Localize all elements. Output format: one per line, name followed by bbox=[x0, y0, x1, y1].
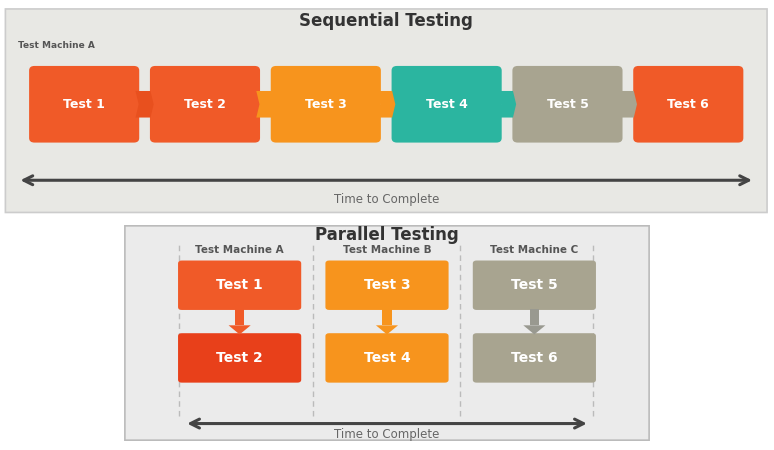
Text: Test 3: Test 3 bbox=[305, 98, 347, 111]
Text: Test 1: Test 1 bbox=[63, 98, 105, 111]
Text: Test Machine B: Test Machine B bbox=[343, 245, 431, 255]
Text: Test 5: Test 5 bbox=[546, 98, 588, 111]
FancyBboxPatch shape bbox=[178, 261, 301, 310]
Text: Time to Complete: Time to Complete bbox=[334, 428, 440, 441]
FancyBboxPatch shape bbox=[271, 66, 381, 143]
Text: Sequential Testing: Sequential Testing bbox=[300, 12, 473, 30]
Text: Parallel Testing: Parallel Testing bbox=[315, 226, 459, 244]
FancyBboxPatch shape bbox=[125, 226, 649, 440]
Text: Test 2: Test 2 bbox=[184, 98, 226, 111]
FancyBboxPatch shape bbox=[473, 261, 596, 310]
FancyBboxPatch shape bbox=[529, 309, 539, 325]
FancyBboxPatch shape bbox=[29, 66, 139, 143]
Polygon shape bbox=[135, 91, 154, 117]
Text: Test 4: Test 4 bbox=[364, 351, 410, 365]
Text: Test Machine A: Test Machine A bbox=[195, 245, 284, 255]
Text: Test 6: Test 6 bbox=[667, 98, 709, 111]
FancyBboxPatch shape bbox=[178, 333, 301, 382]
FancyBboxPatch shape bbox=[382, 309, 392, 325]
Polygon shape bbox=[618, 91, 637, 117]
FancyBboxPatch shape bbox=[392, 66, 502, 143]
Text: Test 2: Test 2 bbox=[216, 351, 263, 365]
Polygon shape bbox=[523, 325, 546, 334]
Polygon shape bbox=[228, 325, 251, 334]
FancyBboxPatch shape bbox=[325, 261, 449, 310]
FancyBboxPatch shape bbox=[473, 333, 596, 382]
FancyBboxPatch shape bbox=[325, 333, 449, 382]
FancyBboxPatch shape bbox=[512, 66, 622, 143]
Polygon shape bbox=[376, 325, 398, 334]
Text: Test 1: Test 1 bbox=[216, 278, 263, 292]
Text: Test 3: Test 3 bbox=[364, 278, 410, 292]
FancyBboxPatch shape bbox=[5, 9, 767, 212]
FancyBboxPatch shape bbox=[235, 309, 245, 325]
Text: Test Machine A: Test Machine A bbox=[18, 40, 94, 50]
Text: Test 5: Test 5 bbox=[511, 278, 558, 292]
Text: Test 6: Test 6 bbox=[511, 351, 558, 365]
FancyBboxPatch shape bbox=[150, 66, 260, 143]
Polygon shape bbox=[377, 91, 396, 117]
Polygon shape bbox=[256, 91, 275, 117]
Text: Test Machine C: Test Machine C bbox=[490, 245, 578, 255]
Text: Time to Complete: Time to Complete bbox=[334, 193, 439, 206]
Polygon shape bbox=[498, 91, 516, 117]
FancyBboxPatch shape bbox=[633, 66, 743, 143]
Text: Test 4: Test 4 bbox=[426, 98, 467, 111]
